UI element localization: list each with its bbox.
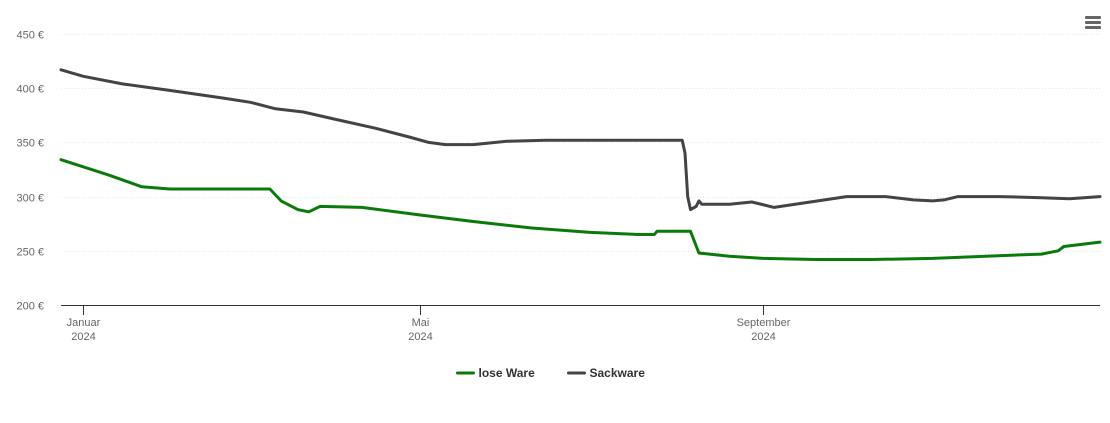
series-lines xyxy=(59,68,1102,261)
y-tick-label: 250 € xyxy=(16,247,44,259)
x-tick-label-year: 2024 xyxy=(751,331,775,343)
x-tick-label-month: September xyxy=(737,317,791,329)
y-tick-label: 200 € xyxy=(16,301,44,313)
series-line-0 xyxy=(59,158,1102,261)
hamburger-menu-icon[interactable] xyxy=(1080,10,1106,34)
y-tick-label: 450 € xyxy=(16,30,44,42)
x-tick-label-month: Januar xyxy=(67,317,101,329)
y-tick-label: 300 € xyxy=(16,193,44,205)
axes: 200 € 250 € 300 € 350 € 400 € 450 € Januar 2024… xyxy=(16,30,1100,343)
series-line-1 xyxy=(59,68,1102,212)
x-tick-label-year: 2024 xyxy=(408,331,432,343)
x-tick-label-year: 2024 xyxy=(71,331,95,343)
legend-label-1: Sackware xyxy=(590,366,646,380)
grid-lines xyxy=(61,34,1100,252)
legend-label-0: lose Ware xyxy=(479,366,536,380)
legend: lose Ware Sackware xyxy=(456,366,646,380)
y-tick-label: 400 € xyxy=(16,84,44,96)
y-tick-label: 350 € xyxy=(16,138,44,150)
x-tick-label-month: Mai xyxy=(412,317,430,329)
